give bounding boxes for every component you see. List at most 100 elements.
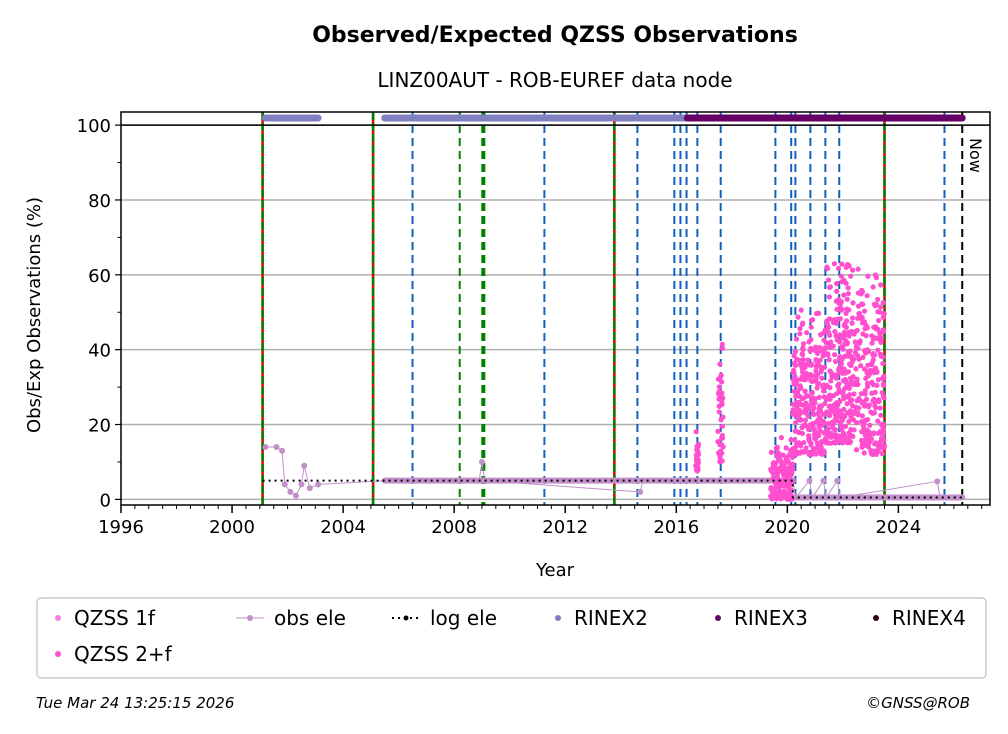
- qzss-2f-point: [850, 300, 856, 306]
- qzss-2f-point: [817, 421, 824, 428]
- qzss-2f-point: [792, 362, 798, 368]
- qzss-2f-point: [839, 335, 845, 341]
- qzss-2f-point: [777, 465, 783, 471]
- qzss-2f-point: [797, 362, 803, 368]
- qzss-2f-point: [793, 378, 800, 384]
- qzss-2f-point: [862, 432, 868, 438]
- qzss-2f-point: [856, 396, 862, 402]
- qzss-2f-point: [880, 360, 886, 367]
- qzss-2f-point: [831, 352, 838, 358]
- qzss-2f-point: [858, 418, 865, 425]
- qzss-2f-point: [693, 429, 699, 435]
- qzss-2f-point: [719, 435, 726, 441]
- qzss-2f-point: [796, 357, 802, 363]
- qzss-2f-point: [826, 324, 832, 330]
- qzss-2f-point: [847, 375, 853, 381]
- qzss-2f-point: [825, 277, 832, 283]
- obs-ele-point: [639, 477, 646, 484]
- credit: ©GNSS@ROB: [866, 694, 970, 712]
- qzss-2f-point: [805, 357, 811, 363]
- qzss-2f-point: [855, 303, 862, 309]
- qzss-2f-point: [780, 472, 787, 478]
- qzss-2f-point: [875, 309, 881, 315]
- qzss-2f-point: [879, 389, 885, 396]
- qzss-2f-point: [849, 315, 856, 321]
- x-tick-label: 2012: [542, 517, 588, 538]
- qzss-2f-point: [776, 490, 782, 496]
- qzss-2f-point: [719, 458, 725, 464]
- qzss-2f-point: [824, 396, 831, 402]
- qzss-2f-point: [788, 461, 794, 468]
- qzss-2f-point: [777, 483, 784, 489]
- x-tick-label: 2000: [209, 517, 255, 538]
- qzss-2f-point: [863, 402, 870, 408]
- y-tick-label: 40: [88, 341, 111, 362]
- qzss-2f-point: [827, 284, 833, 290]
- qzss-2f-point: [860, 354, 866, 361]
- qzss-2f-point: [875, 377, 882, 383]
- qzss-2f-point: [816, 394, 822, 401]
- obs-ele-point: [834, 477, 841, 484]
- qzss-2f-point: [853, 366, 859, 372]
- qzss-2f-point: [847, 273, 854, 279]
- qzss-2f-point: [875, 418, 881, 424]
- qzss-2f-point: [834, 288, 840, 294]
- legend-label: QZSS 1f: [74, 606, 156, 630]
- qzss-2f-point: [834, 373, 840, 379]
- qzss-2f-point: [811, 427, 818, 433]
- qzss-2f-point: [836, 387, 842, 393]
- qzss-2f-point: [854, 345, 860, 351]
- qzss-2f-point: [840, 394, 846, 400]
- qzss-2f-point: [820, 352, 826, 358]
- qzss-2f-point: [832, 411, 838, 417]
- qzss-2f-point: [876, 397, 882, 403]
- qzss-2f-point: [873, 451, 879, 457]
- y-tick-label: 0: [100, 490, 111, 511]
- chart-title: Observed/Expected QZSS Observations: [312, 23, 798, 48]
- qzss-2f-point: [837, 316, 843, 322]
- qzss-2f-point: [719, 345, 726, 351]
- y-tick-label: 60: [88, 266, 111, 287]
- qzss-2f-point: [826, 329, 832, 335]
- qzss-2f-point: [823, 435, 830, 441]
- qzss-2f-point: [826, 412, 832, 419]
- qzss-2f-point: [828, 406, 834, 413]
- qzss-2f-point: [848, 362, 854, 369]
- qzss-2f-point: [870, 284, 876, 290]
- qzss-2f-point: [881, 311, 887, 317]
- obs-ele-point: [937, 494, 944, 501]
- qzss-2f-point: [791, 367, 797, 373]
- qzss-2f-point: [793, 336, 800, 342]
- qzss-2f-point: [847, 348, 853, 354]
- qzss-2f-point: [824, 382, 830, 388]
- qzss-2f-point: [879, 376, 885, 382]
- qzss-2f-point: [831, 402, 837, 408]
- qzss-2f-point: [804, 330, 810, 336]
- qzss-2f-point: [783, 490, 789, 496]
- obs-ele-point: [478, 458, 485, 465]
- qzss-2f-point: [790, 401, 797, 407]
- obs-ele-point: [287, 488, 294, 495]
- qzss-2f-point: [800, 320, 806, 326]
- qzss-2f-point: [844, 340, 851, 346]
- qzss-2f-point: [775, 457, 781, 463]
- obs-ele-point: [820, 477, 827, 484]
- y-axis-label: Obs/Exp Observations (%): [24, 197, 45, 433]
- qzss-2f-point: [858, 437, 865, 443]
- obs-ele-point: [306, 485, 313, 492]
- qzss-2f-point: [832, 358, 839, 365]
- obs-ele-point: [959, 494, 966, 501]
- qzss-2f-point: [826, 357, 832, 363]
- qzss-2f-point: [813, 451, 819, 457]
- qzss-2f-point: [832, 427, 838, 433]
- qzss-2f-point: [782, 465, 788, 471]
- qzss-2f-point: [880, 300, 886, 306]
- qzss-2f-point: [805, 424, 811, 430]
- qzss-2f-point: [808, 398, 814, 404]
- qzss-2f-point: [832, 432, 838, 438]
- qzss-2f-point: [825, 352, 831, 358]
- qzss-2f-point: [880, 425, 887, 432]
- qzss-2f-point: [816, 433, 822, 439]
- qzss-2f-point: [825, 421, 831, 427]
